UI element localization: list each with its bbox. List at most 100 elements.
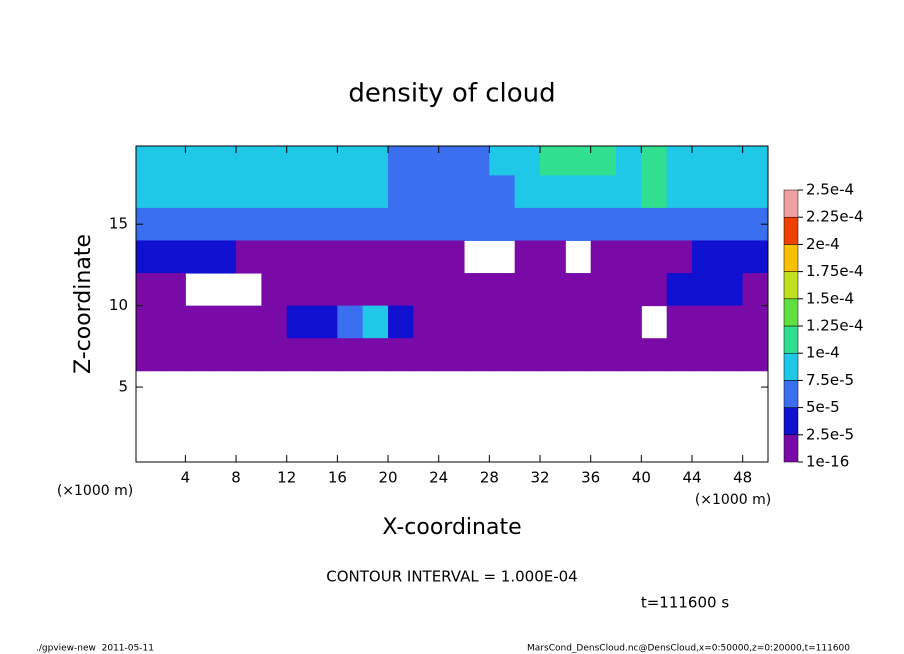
cell [136,146,161,176]
cell [590,273,617,307]
cell [717,240,744,274]
cell [565,207,592,241]
cell [464,305,490,339]
cell [590,175,617,209]
cell [717,338,744,372]
cell [362,338,389,372]
cell [136,305,161,339]
cell [590,240,617,274]
cell [565,305,592,339]
cell [692,207,718,241]
x-axis-label: X-coordinate [382,515,521,540]
cell [666,273,693,307]
cell [136,273,161,307]
y-unit: (×1000 m) [57,483,133,499]
cell [312,207,338,241]
cell [489,207,516,241]
cell [261,175,288,209]
field [136,146,768,372]
y-tick-label: 5 [118,378,128,396]
colorbar-label: 1e-16 [806,453,849,471]
cell [742,273,768,307]
plot-frame [135,145,769,463]
cell [286,175,313,209]
cell [261,207,288,241]
cell [641,338,668,372]
cell [616,146,642,176]
colorbar-label: 1.25e-4 [806,317,864,335]
colorbar-label: 7.5e-5 [806,371,854,389]
cell [388,146,414,176]
cell [362,305,389,339]
cell [362,240,389,274]
cell [641,146,668,176]
cell [362,273,389,307]
cell [717,305,744,339]
cell [388,175,414,209]
x-tick-label: 40 [632,469,651,487]
cell [489,146,516,176]
cell [261,305,288,339]
cell [388,273,414,307]
cell [286,146,313,176]
cell [692,305,718,339]
cell [514,240,541,274]
cell [489,175,516,209]
colorbar-swatch [783,298,799,327]
cell [514,207,541,241]
colorbar-swatch [783,407,799,436]
x-tick-label: 36 [581,469,600,487]
cell [438,305,465,339]
cell [514,305,541,339]
cell [136,175,161,209]
cell [261,240,288,274]
cell [236,338,262,372]
contour-note: CONTOUR INTERVAL = 1.000E-04 [326,568,577,586]
cell [261,338,288,372]
cell [210,338,237,372]
cell [337,338,364,372]
cell [590,146,617,176]
cell [565,146,592,176]
cell [464,175,490,209]
cell [236,146,262,176]
cell [666,305,693,339]
cell [388,240,414,274]
cell [666,175,693,209]
cell [210,305,237,339]
cell [641,240,668,274]
cell [160,207,186,241]
cell [438,273,465,307]
colorbar-label: 5e-5 [806,398,840,416]
cell [742,146,768,176]
colorbar-label: 1.75e-4 [806,262,864,280]
colorbar-swatch [783,216,799,245]
cell [413,338,440,372]
colorbar-swatch [783,189,799,218]
cell [185,146,212,176]
cell [413,273,440,307]
cell [464,273,490,307]
x-tick-label: 20 [378,469,397,487]
colorbar-swatch [783,352,799,381]
colorbar-swatch [783,325,799,354]
cell [692,273,718,307]
cell [540,240,566,274]
cell [185,305,212,339]
cell [666,240,693,274]
cell [388,207,414,241]
cell [616,273,642,307]
cell [489,338,516,372]
cell [362,207,389,241]
cell [438,146,465,176]
cell [337,207,364,241]
cell [616,240,642,274]
cell [337,305,364,339]
colorbar-label: 2.25e-4 [806,208,864,226]
cell [312,175,338,209]
cell [337,273,364,307]
cell [261,273,288,307]
cell [742,175,768,209]
cell [413,175,440,209]
cell [362,175,389,209]
